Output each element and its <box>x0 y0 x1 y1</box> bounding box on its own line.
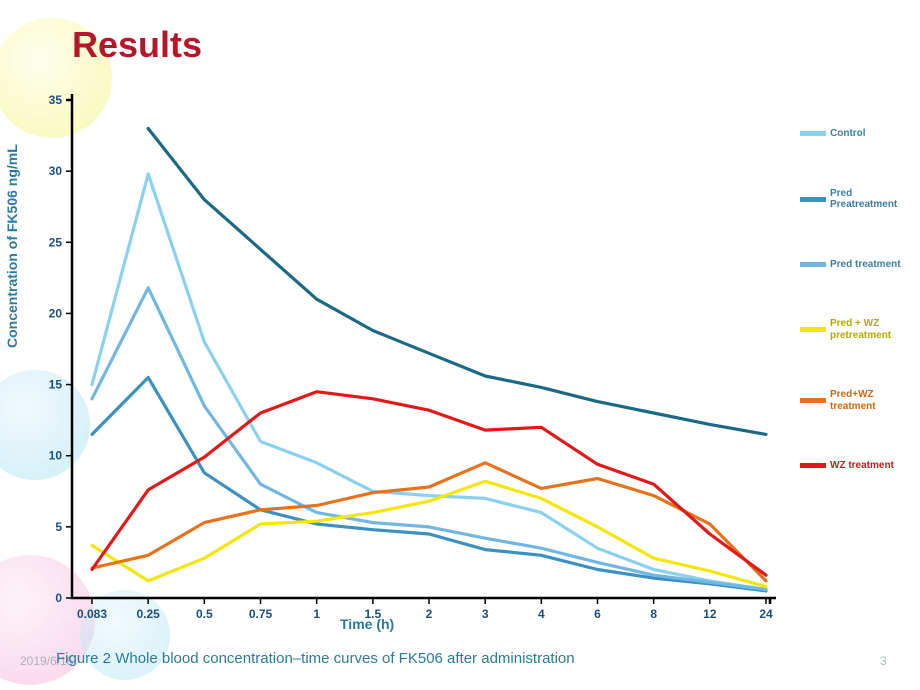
legend-item: Control <box>800 128 918 140</box>
legend-item: Pred+WZ treatment <box>800 389 918 412</box>
x-axis-label: Time (h) <box>340 616 394 632</box>
legend-label: Pred + WZ pretreatment <box>830 318 918 341</box>
svg-text:1: 1 <box>313 607 320 621</box>
svg-text:0.25: 0.25 <box>136 607 160 621</box>
svg-text:25: 25 <box>49 235 63 249</box>
concentration-chart: Concentration of FK506 ng/mL 05101520253… <box>10 88 790 626</box>
svg-text:0: 0 <box>55 591 62 605</box>
svg-text:0.75: 0.75 <box>249 607 273 621</box>
legend-swatch <box>800 262 826 267</box>
svg-text:30: 30 <box>49 164 63 178</box>
legend-swatch <box>800 463 826 468</box>
svg-text:10: 10 <box>49 449 63 463</box>
legend-label: WZ treatment <box>830 460 894 472</box>
legend-item: Pred treatment <box>800 259 918 271</box>
svg-text:0.5: 0.5 <box>196 607 213 621</box>
legend-swatch <box>800 398 826 403</box>
svg-text:2: 2 <box>426 607 433 621</box>
svg-text:0.083: 0.083 <box>77 607 107 621</box>
legend-item: WZ treatment <box>800 460 918 472</box>
svg-text:3: 3 <box>482 607 489 621</box>
legend-label: Control <box>830 128 866 140</box>
chart-svg: 051015202530350.0830.250.50.7511.5234681… <box>10 88 790 648</box>
figure-caption: Figure 2 Whole blood concentration–time … <box>56 650 575 667</box>
svg-text:24: 24 <box>759 607 773 621</box>
svg-text:35: 35 <box>49 93 63 107</box>
legend-label: Pred Preatreatment <box>830 188 918 211</box>
legend-swatch <box>800 327 826 332</box>
svg-text:8: 8 <box>650 607 657 621</box>
legend-swatch <box>800 131 826 136</box>
slide-title: Results <box>72 24 202 66</box>
svg-text:12: 12 <box>703 607 717 621</box>
legend-swatch <box>800 197 826 202</box>
svg-text:5: 5 <box>55 520 62 534</box>
legend-item: Pred Preatreatment <box>800 188 918 211</box>
svg-text:20: 20 <box>49 306 63 320</box>
footer-page-number: 3 <box>880 654 887 668</box>
legend-item: Pred + WZ pretreatment <box>800 318 918 341</box>
chart-legend: Control Pred Preatreatment Pred treatment P… <box>800 128 918 472</box>
svg-text:6: 6 <box>594 607 601 621</box>
svg-text:15: 15 <box>49 378 63 392</box>
legend-label: Pred treatment <box>830 259 901 271</box>
svg-text:4: 4 <box>538 607 545 621</box>
legend-label: Pred+WZ treatment <box>830 389 918 412</box>
